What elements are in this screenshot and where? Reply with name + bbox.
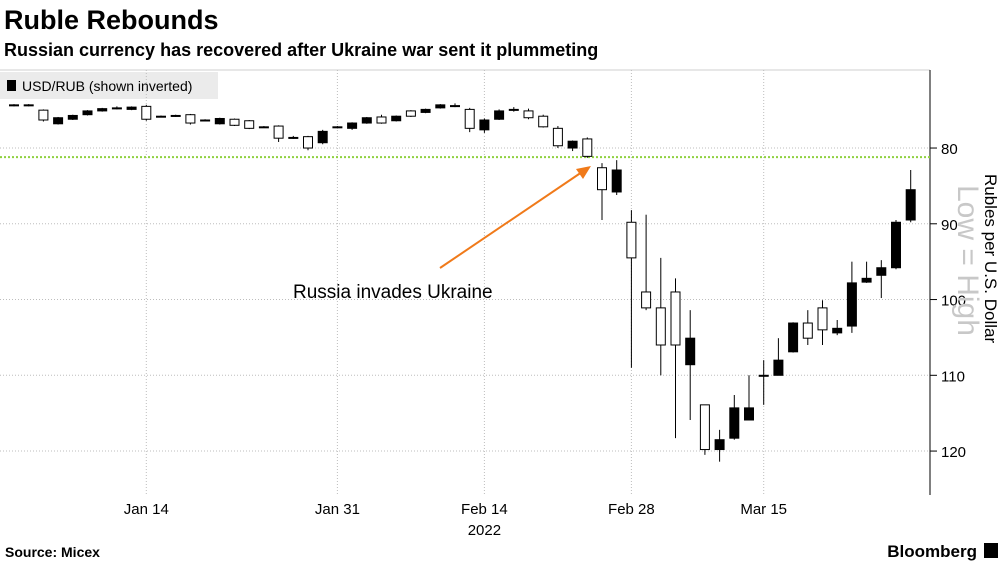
candle-body bbox=[273, 125, 284, 139]
candle-body bbox=[258, 126, 269, 129]
candle-body bbox=[200, 119, 211, 122]
candle-body bbox=[229, 118, 240, 126]
y-tick-label: 100 bbox=[941, 293, 966, 310]
candle-body bbox=[582, 138, 593, 157]
candle-body bbox=[126, 106, 137, 110]
candle-body bbox=[508, 108, 519, 111]
candle-body bbox=[597, 167, 607, 191]
candle-body bbox=[729, 407, 740, 439]
legend-background bbox=[0, 72, 218, 99]
x-year-label: 2022 bbox=[468, 522, 501, 539]
candle-body bbox=[802, 322, 813, 339]
y-tick-label: 80 bbox=[941, 141, 958, 158]
x-tick-label: Jan 14 bbox=[124, 501, 169, 518]
candle-body bbox=[317, 130, 328, 144]
candle-body bbox=[141, 105, 152, 120]
candle-body bbox=[905, 189, 916, 221]
candle-body bbox=[97, 108, 108, 112]
candle-body bbox=[479, 119, 490, 131]
candle-body bbox=[23, 104, 34, 107]
candle-body bbox=[714, 439, 725, 451]
candle-body bbox=[170, 114, 181, 117]
annotation-arrow bbox=[439, 171, 583, 269]
y-tick-label: 90 bbox=[941, 217, 958, 234]
candle-body bbox=[611, 169, 622, 193]
y-axis-title: Rubles per U.S. Dollar bbox=[981, 174, 1000, 343]
candle-body bbox=[332, 126, 343, 129]
axis-note: Low = High bbox=[951, 185, 984, 336]
candle-body bbox=[494, 110, 505, 120]
candle-body bbox=[641, 291, 652, 309]
candle-body bbox=[435, 104, 446, 109]
candle-body bbox=[111, 107, 122, 110]
candle-body bbox=[185, 114, 196, 124]
candle-body bbox=[552, 127, 563, 147]
y-tick-label: 110 bbox=[941, 368, 965, 385]
candle-body bbox=[214, 117, 225, 125]
candle-body bbox=[67, 114, 78, 120]
candle-body bbox=[817, 307, 828, 331]
source-note: Source: Micex bbox=[5, 544, 100, 560]
candle-body bbox=[464, 108, 475, 129]
plot-area: 80 90 100 110 120 Jan 14 Jan 31 Feb 14 2022 Feb 2… bbox=[0, 69, 966, 539]
candle-body bbox=[391, 115, 402, 122]
candle-body bbox=[626, 221, 637, 259]
candle-body bbox=[9, 104, 19, 107]
candle-body bbox=[156, 115, 166, 118]
candle-body bbox=[303, 136, 313, 149]
annotation-arrowhead bbox=[576, 166, 591, 179]
legend-swatch bbox=[7, 80, 16, 91]
legend-label: USD/RUB (shown inverted) bbox=[22, 78, 192, 94]
candle-body bbox=[53, 117, 64, 125]
candle-body bbox=[655, 307, 666, 346]
x-tick-label: Mar 15 bbox=[740, 501, 787, 518]
x-tick-label: Feb 28 bbox=[608, 501, 655, 518]
candle-body bbox=[773, 359, 784, 376]
candle-body bbox=[744, 407, 754, 421]
candle-body bbox=[38, 109, 49, 121]
candle-body bbox=[347, 122, 358, 129]
candle-body bbox=[876, 267, 887, 276]
candle-body bbox=[450, 105, 460, 108]
candle-body bbox=[244, 120, 255, 129]
candle-body bbox=[685, 337, 696, 366]
annotation-text: Russia invades Ukraine bbox=[293, 282, 493, 303]
x-tick-label: Feb 14 bbox=[461, 501, 508, 518]
candle-body bbox=[405, 110, 416, 117]
y-tick-label: 120 bbox=[941, 444, 966, 461]
chart-subtitle: Russian currency has recovered after Ukr… bbox=[4, 40, 598, 60]
candle-body bbox=[846, 282, 857, 327]
candle-body bbox=[670, 291, 681, 346]
candle-body bbox=[832, 327, 843, 334]
candle-body bbox=[758, 374, 769, 377]
brand-icon bbox=[984, 543, 998, 558]
candle-body bbox=[376, 116, 387, 124]
candle-body bbox=[420, 108, 431, 113]
brand: Bloomberg bbox=[887, 542, 977, 561]
chart-title: Ruble Rebounds bbox=[4, 5, 219, 35]
candle-body bbox=[361, 117, 372, 124]
candle-body bbox=[699, 404, 710, 451]
candle-body bbox=[82, 110, 93, 116]
candle-body bbox=[523, 110, 534, 119]
x-tick-label: Jan 31 bbox=[315, 501, 360, 518]
candle-body bbox=[861, 277, 872, 283]
candle-body bbox=[538, 115, 549, 128]
candle-body bbox=[567, 140, 578, 149]
candle-body bbox=[891, 221, 901, 269]
candle-body bbox=[788, 322, 799, 353]
candle-body bbox=[288, 136, 299, 139]
